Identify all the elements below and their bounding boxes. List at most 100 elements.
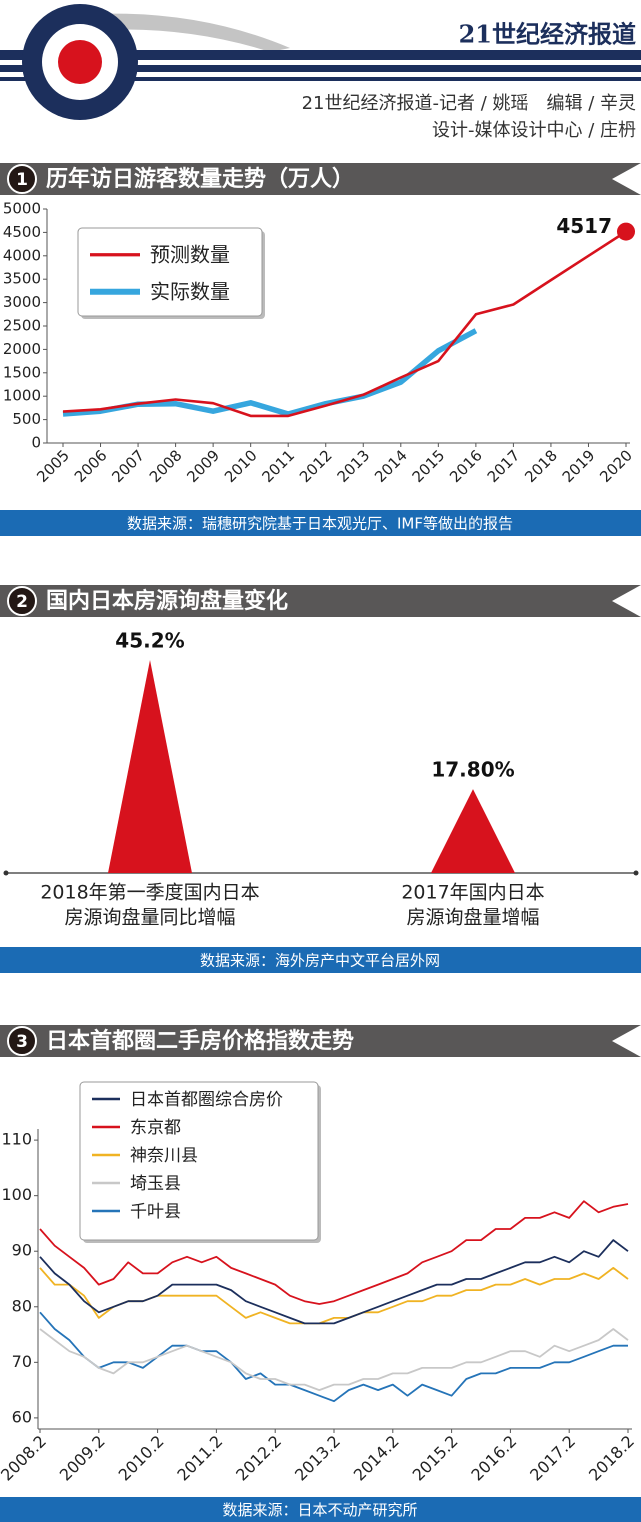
series-line — [62, 230, 627, 418]
x-tick-label: 2009 — [183, 446, 223, 486]
y-tick-label: 70 — [12, 1352, 32, 1371]
section-title: 国内日本房源询盘量变化 — [46, 588, 288, 614]
x-tick-label: 2020 — [596, 446, 636, 486]
series-line — [39, 1200, 629, 1305]
section-bar — [0, 585, 641, 617]
badge-number: 2 — [16, 592, 28, 612]
legend-label: 千叶县 — [130, 1202, 181, 1222]
badge — [7, 164, 37, 194]
x-tick-label: 2018.2 — [585, 1432, 638, 1485]
category-label: 房源询盘量增幅 — [406, 907, 539, 929]
badge — [7, 586, 37, 616]
masthead: 21世纪经济报道 — [459, 20, 636, 49]
source: 数据来源：日本不动产研究所 — [222, 1501, 417, 1519]
x-tick-label: 2013 — [334, 446, 374, 486]
x-tick-label: 2011.2 — [173, 1432, 226, 1485]
legend-label: 神奈川县 — [130, 1146, 198, 1166]
category-label: 房源询盘量同比增幅 — [64, 907, 235, 929]
x-tick-label: 2018 — [521, 446, 561, 486]
section-arrow — [612, 1025, 641, 1057]
x-tick-label: 2006 — [71, 446, 111, 486]
credits: 21世纪经济报道-记者 / 姚瑶 编辑 / 辛灵 — [302, 93, 636, 114]
stripe — [0, 65, 641, 72]
end-marker — [617, 222, 635, 241]
legend-label: 东京都 — [130, 1118, 181, 1138]
series-line — [39, 1239, 629, 1325]
badge-number: 3 — [16, 1032, 28, 1052]
baseline-end — [633, 870, 639, 876]
y-tick-label: 2000 — [3, 340, 41, 358]
y-tick-label: 90 — [12, 1241, 32, 1260]
x-tick-label: 2012 — [296, 446, 336, 486]
y-tick-label: 1500 — [3, 363, 41, 381]
series-line — [39, 1328, 629, 1391]
x-tick-label: 2015 — [409, 446, 449, 486]
source-bar — [0, 947, 641, 973]
legend-label: 埼玉县 — [130, 1174, 181, 1194]
stripe — [0, 77, 641, 81]
logo — [0, 4, 641, 120]
x-tick-label: 2005 — [33, 446, 73, 486]
y-tick-label: 80 — [12, 1296, 32, 1315]
source-bar — [0, 1497, 641, 1522]
source: 数据来源：海外房产中文平台居外网 — [200, 952, 440, 970]
section-bar — [0, 163, 641, 195]
y-tick-label: 1000 — [3, 387, 41, 405]
x-tick-label: 2017 — [484, 446, 524, 486]
section-bar — [0, 1025, 641, 1057]
x-tick-label: 2008.2 — [0, 1432, 50, 1485]
badge — [7, 1026, 37, 1056]
y-tick-label: 5000 — [3, 200, 41, 218]
x-tick-label: 2015.2 — [409, 1432, 462, 1485]
value-label: 17.80% — [431, 758, 514, 782]
logo-core — [58, 40, 102, 84]
legend-label: 实际数量 — [150, 279, 230, 303]
y-tick-label: 100 — [1, 1185, 32, 1204]
x-tick-label: 2014.2 — [350, 1432, 403, 1485]
x-tick-label: 2010 — [221, 446, 261, 486]
x-tick-label: 2009.2 — [56, 1432, 109, 1485]
y-tick-label: 500 — [12, 410, 41, 428]
legend-label: 日本首都圈综合房价 — [130, 1090, 283, 1110]
credits: 设计-媒体设计中心 / 庄枬 — [432, 120, 636, 141]
x-tick-label: 2013.2 — [291, 1432, 344, 1485]
x-tick-label: 2010.2 — [115, 1432, 168, 1485]
x-tick-label: 2016.2 — [467, 1432, 520, 1485]
badge-number: 1 — [16, 170, 28, 190]
legend-label: 预测数量 — [150, 242, 230, 266]
x-tick-label: 2008 — [146, 446, 186, 486]
y-tick-label: 110 — [1, 1130, 32, 1149]
x-tick-label: 2011 — [258, 446, 298, 486]
value-label: 45.2% — [115, 629, 184, 653]
x-tick-label: 2019 — [559, 446, 599, 486]
title-backdrop — [440, 20, 641, 50]
series-line — [39, 1267, 629, 1325]
stripe — [0, 50, 641, 60]
section-arrow — [612, 163, 641, 195]
y-tick-label: 60 — [12, 1407, 32, 1426]
x-tick-label: 2014 — [371, 446, 411, 486]
x-tick-label: 2012.2 — [232, 1432, 285, 1485]
x-tick-label: 2016 — [446, 446, 486, 486]
x-tick-label: 2017.2 — [526, 1432, 579, 1485]
y-tick-label: 4500 — [3, 223, 41, 241]
y-tick-label: 3500 — [3, 270, 41, 288]
triangle — [431, 789, 515, 873]
triangle — [108, 660, 192, 873]
y-tick-label: 4000 — [3, 246, 41, 264]
section-title: 历年访日游客数量走势（万人） — [46, 166, 354, 192]
y-tick-label: 3000 — [3, 293, 41, 311]
x-tick-label: 2007 — [108, 446, 148, 486]
baseline-end — [3, 870, 9, 876]
source-bar — [0, 510, 641, 536]
value-label: 4517 — [556, 214, 612, 238]
section-title: 日本首都圈二手房价格指数走势 — [46, 1028, 354, 1054]
source: 数据来源：瑞穗研究院基于日本观光厅、IMF等做出的报告 — [127, 515, 513, 533]
section-arrow — [612, 585, 641, 617]
category-label: 2017年国内日本 — [401, 882, 544, 904]
y-tick-label: 2500 — [3, 317, 41, 335]
legend — [79, 1081, 319, 1241]
series-line — [39, 1311, 628, 1403]
